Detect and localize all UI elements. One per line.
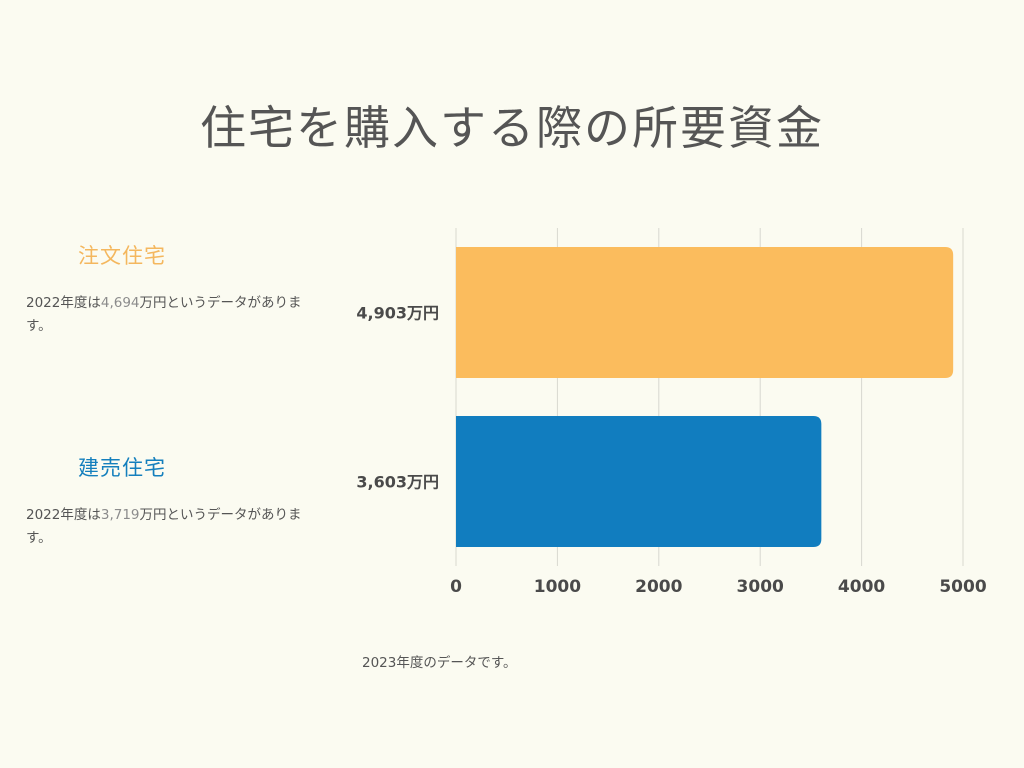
desc-prefix: 2022年度は (26, 507, 101, 523)
bar-value-label: 3,603万円 (356, 473, 439, 492)
page-title: 住宅を購入する際の所要資金 (200, 101, 824, 155)
legend-description: 2022年度は4,694万円というデータがあります。 (26, 292, 316, 338)
desc-prefix: 2022年度は (26, 295, 101, 311)
footnote: 2023年度のデータです。 (362, 655, 517, 671)
x-tick-label: 3000 (737, 577, 784, 597)
desc-value: 3,719 (100, 507, 140, 523)
bar-2 (456, 416, 822, 547)
x-tick-label: 1000 (534, 577, 581, 597)
x-tick-label: 2000 (635, 577, 682, 597)
legend-heading: 建売住宅 (78, 456, 166, 480)
x-tick-label: 4000 (838, 577, 885, 597)
bar-1 (456, 247, 954, 378)
legend-block-ready-built-house: 建売住宅 2022年度は3,719万円というデータがあります。 (26, 452, 316, 550)
x-tick-label: 0 (450, 577, 462, 597)
desc-suffix: 万円というデータがあります。 (26, 295, 302, 334)
legend-heading: 注文住宅 (78, 244, 166, 268)
legend-description: 2022年度は3,719万円というデータがあります。 (26, 504, 316, 550)
bar-value-label: 4,903万円 (356, 304, 439, 323)
x-tick-label: 5000 (939, 577, 986, 597)
desc-suffix: 万円というデータがあります。 (26, 507, 302, 546)
desc-value: 4,694 (100, 295, 140, 311)
legend-block-custom-house: 注文住宅 2022年度は4,694万円というデータがあります。 (26, 240, 316, 338)
